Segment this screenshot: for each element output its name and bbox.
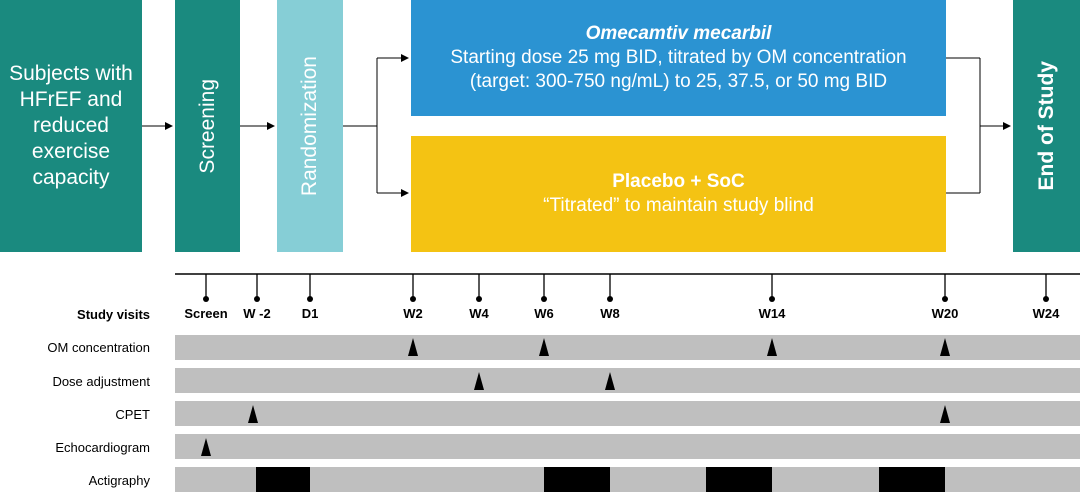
actigraphy-period	[544, 467, 610, 492]
screening-box: Screening	[175, 0, 240, 252]
marker-cpet-w-2	[248, 405, 258, 423]
row-label-cpet: CPET	[115, 407, 150, 422]
marker-dose-w8	[605, 372, 615, 390]
marker-om-w6	[539, 338, 549, 356]
visit-w2: W2	[403, 306, 423, 321]
omecamtiv-arm-box: Omecamtiv mecarbil Starting dose 25 mg B…	[411, 0, 946, 116]
marker-dose-w4	[474, 372, 484, 390]
row-bar-cpet	[175, 401, 1080, 426]
visit-dot	[476, 296, 482, 302]
visit-dot	[1043, 296, 1049, 302]
placebo-title: Placebo + SoC	[612, 171, 745, 192]
visit-w6: W6	[534, 306, 554, 321]
subjects-label: Subjects with HFrEF and reduced exercise…	[9, 62, 133, 189]
actigraphy-period	[706, 467, 772, 492]
row-label-dose-adjustment: Dose adjustment	[52, 374, 150, 389]
marker-om-w2	[408, 338, 418, 356]
visit-w-minus-2: W -2	[243, 306, 271, 321]
row-bar-echocardiogram	[175, 434, 1080, 459]
end-of-study-box: End of Study	[1013, 0, 1080, 252]
placebo-subtitle: “Titrated” to maintain study blind	[543, 195, 814, 216]
row-label-om-concentration: OM concentration	[47, 340, 150, 355]
row-bar-dose-adjustment	[175, 368, 1080, 393]
row-label-echocardiogram: Echocardiogram	[55, 440, 150, 455]
visit-dot	[769, 296, 775, 302]
row-label-actigraphy: Actigraphy	[88, 473, 150, 488]
randomization-box: Randomization	[277, 0, 343, 252]
placebo-arm-box: Placebo + SoC “Titrated” to maintain stu…	[411, 136, 946, 252]
om-line1: Starting dose 25 mg BID, titrated by OM …	[450, 47, 907, 68]
visit-dot	[942, 296, 948, 302]
row-bar-om-concentration	[175, 335, 1080, 360]
visit-dot	[254, 296, 260, 302]
marker-cpet-w20	[940, 405, 950, 423]
visit-dot	[410, 296, 416, 302]
visit-d1: D1	[301, 306, 319, 321]
visit-w24: W24	[1032, 306, 1060, 321]
visit-w8: W8	[600, 306, 620, 321]
actigraphy-period	[256, 467, 310, 492]
visit-dot	[607, 296, 613, 302]
om-line2: (target: 300-750 ng/mL) to 25, 37.5, or …	[469, 71, 888, 92]
visit-dot	[203, 296, 209, 302]
om-title: Omecamtiv mecarbil	[585, 23, 772, 44]
actigraphy-period	[879, 467, 945, 492]
visit-w20: W20	[931, 306, 959, 321]
visit-w4: W4	[469, 306, 489, 321]
subjects-box: Subjects with HFrEF and reduced exercise…	[0, 0, 142, 252]
marker-echo-screen	[201, 438, 211, 456]
visit-dot	[541, 296, 547, 302]
study-visits-header: Study visits	[77, 307, 150, 322]
marker-om-w20	[940, 338, 950, 356]
visit-screen: Screen	[184, 306, 228, 321]
visit-w14: W14	[758, 306, 786, 321]
marker-om-w14	[767, 338, 777, 356]
visit-dot	[307, 296, 313, 302]
